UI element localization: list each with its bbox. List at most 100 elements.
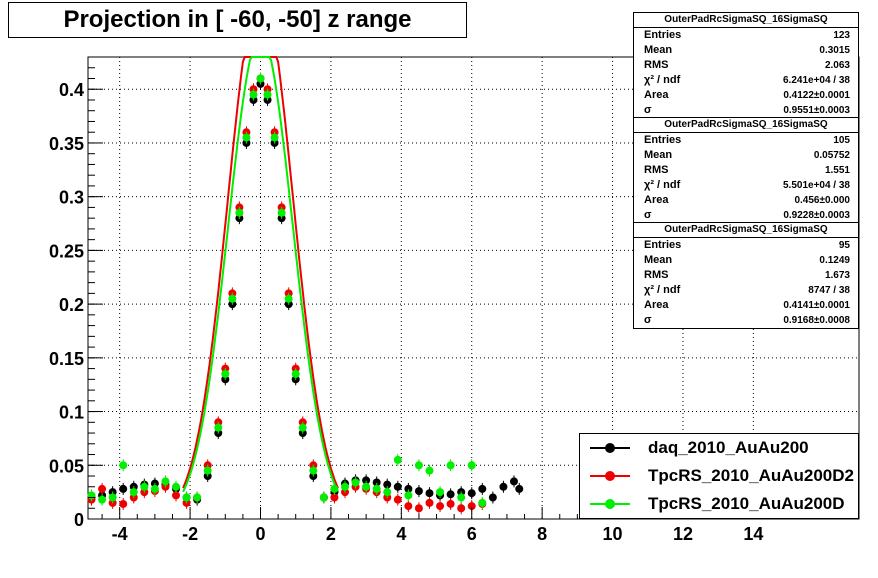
data-point (221, 369, 230, 378)
stats-row: σ 0.9168±0.0008 (634, 313, 858, 328)
y-tick-label: 0.2 (59, 295, 84, 315)
data-point (182, 493, 191, 502)
data-point (393, 495, 402, 504)
y-tick-label: 0.25 (49, 241, 84, 261)
stats-key: χ² / ndf (644, 74, 681, 86)
stats-value: 2.063 (824, 60, 850, 71)
x-tick-label: 12 (673, 524, 693, 544)
stats-key: Area (644, 89, 669, 101)
data-point (446, 499, 455, 508)
stats-key: Entries (644, 239, 682, 251)
chart-title: Projection in [ -60, -50] z range (63, 6, 412, 33)
data-point (414, 504, 423, 513)
stats-header: OuterPadRcSigmaSQ_16SigmaSQ (634, 13, 858, 28)
data-point (362, 482, 371, 491)
y-tick-label: 0.05 (49, 456, 84, 476)
data-point (119, 461, 128, 470)
data-point (98, 484, 107, 493)
data-point (330, 493, 339, 502)
data-point (372, 478, 381, 487)
stats-value: 0.456±0.000 (794, 195, 850, 206)
data-point (214, 423, 223, 432)
y-tick-label: 0.15 (49, 349, 84, 369)
data-point (150, 484, 159, 493)
stats-row: RMS 1.673 (634, 268, 858, 283)
data-point (404, 484, 413, 493)
stats-row: RMS 2.063 (634, 58, 858, 73)
stats-row: Entries 105 (634, 133, 858, 148)
data-point (467, 461, 476, 470)
stats-value: 0.4141±0.0001 (783, 300, 850, 311)
legend-entry-rs2: TpcRS_2010_AuAu200D2 (580, 462, 860, 490)
stats-key: Mean (644, 149, 673, 161)
data-point (478, 498, 487, 507)
legend-entry-daq: daq_2010_AuAu200 (580, 434, 860, 462)
legend-label-rs2: TpcRS_2010_AuAu200D2 (648, 466, 854, 485)
stats-key: σ (644, 314, 652, 326)
y-tick-label: 0.35 (49, 134, 84, 154)
stats-row: Mean 0.05752 (634, 148, 858, 163)
stats-value: 95 (838, 240, 850, 251)
x-tick-label: 10 (603, 524, 623, 544)
legend-marker-rs2 (580, 462, 640, 490)
data-point (404, 502, 413, 511)
data-point (499, 482, 508, 491)
x-tick-label: 6 (467, 524, 477, 544)
stats-row: Area 0.4141±0.0001 (634, 298, 858, 313)
data-point (351, 478, 360, 487)
legend-label-daq: daq_2010_AuAu200 (648, 438, 809, 457)
x-tick-label: -2 (182, 524, 198, 544)
data-point (372, 484, 381, 493)
data-point (330, 484, 339, 493)
data-point (436, 502, 445, 511)
stats-key: Entries (644, 134, 682, 146)
stats-row: σ 0.9551±0.0003 (634, 103, 858, 118)
stats-row: χ² / ndf 6.241e+04 / 38 (634, 73, 858, 88)
data-point (425, 489, 434, 498)
data-point (383, 488, 392, 497)
legend-label-rs: TpcRS_2010_AuAu200D (648, 494, 845, 513)
stats-key: σ (644, 104, 652, 116)
data-point (488, 493, 497, 502)
legend-marker-rs (580, 490, 640, 518)
data-point (161, 477, 170, 486)
x-tick-label: 2 (326, 524, 336, 544)
stats-key: σ (644, 209, 652, 221)
data-point (263, 90, 272, 99)
stats-value: 0.9168±0.0008 (783, 315, 850, 326)
stats-row: Entries 123 (634, 28, 858, 43)
fit-curve (182, 56, 339, 493)
legend: daq_2010_AuAu200 TpcRS_2010_AuAu200D2 Tp… (579, 433, 859, 519)
data-point (341, 482, 349, 491)
stats-value: 1.551 (824, 165, 850, 176)
data-point (228, 294, 237, 303)
stats-value: 0.9551±0.0003 (783, 105, 850, 116)
data-point (467, 502, 476, 511)
data-point (298, 423, 307, 432)
data-point (425, 466, 434, 475)
stats-row: Entries 95 (634, 238, 858, 253)
data-point (291, 369, 300, 378)
data-point (270, 133, 279, 142)
stats-value: 6.241e+04 / 38 (782, 75, 850, 86)
data-point (362, 476, 371, 485)
x-tick-label: 14 (743, 524, 763, 544)
data-point (319, 493, 328, 502)
y-tick-label: 0.4 (59, 80, 84, 100)
stats-value: 8747 / 38 (808, 285, 850, 296)
stats-key: RMS (644, 164, 669, 176)
data-point (87, 491, 96, 500)
stats-box: OuterPadRcSigmaSQ_16SigmaSQ Entries 105 Mea… (633, 117, 859, 224)
stats-key: RMS (644, 269, 669, 281)
stats-key: Area (644, 194, 669, 206)
stats-value: 5.501e+04 / 38 (782, 180, 850, 191)
stats-value: 123 (833, 30, 850, 41)
data-point (478, 484, 487, 493)
stats-header: OuterPadRcSigmaSQ_16SigmaSQ (634, 223, 858, 238)
stats-row: χ² / ndf 5.501e+04 / 38 (634, 178, 858, 193)
data-point (309, 466, 318, 475)
stats-row: χ² / ndf 8747 / 38 (634, 283, 858, 298)
stats-header: OuterPadRcSigmaSQ_16SigmaSQ (634, 118, 858, 133)
data-point (509, 477, 518, 486)
x-tick-label: 8 (537, 524, 547, 544)
